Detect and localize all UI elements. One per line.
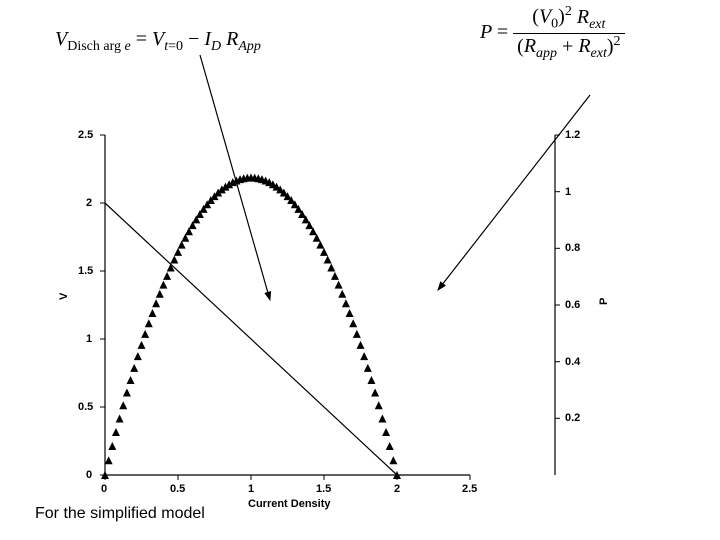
- caption-simplified-model: For the simplified model: [35, 505, 205, 523]
- y-right-ticks: [555, 135, 560, 418]
- x-tick-25: 2.5: [462, 483, 477, 495]
- series-p-curve: [101, 174, 401, 480]
- yr-tick-1: 1: [565, 186, 571, 198]
- x-tick-2: 2: [394, 483, 400, 495]
- yr-tick-02: 0.2: [565, 412, 580, 424]
- yl-tick-25: 2.5: [78, 129, 93, 141]
- x-axis-title: Current Density: [248, 498, 331, 510]
- y-left-axis-title: V: [58, 293, 70, 300]
- y-right-axis-title: P: [598, 298, 610, 305]
- x-tick-05: 0.5: [170, 483, 185, 495]
- x-tick-0: 0: [101, 483, 107, 495]
- yr-tick-12: 1.2: [565, 129, 580, 141]
- x-tick-15: 1.5: [316, 483, 331, 495]
- yl-tick-0: 0: [86, 469, 92, 481]
- yr-tick-06: 0.6: [565, 299, 580, 311]
- x-ticks: [105, 475, 470, 480]
- yr-tick-04: 0.4: [565, 356, 580, 368]
- x-tick-1: 1: [248, 483, 254, 495]
- series-v-line: [105, 203, 397, 475]
- yr-tick-08: 0.8: [565, 242, 580, 254]
- yl-tick-15: 1.5: [78, 265, 93, 277]
- yl-tick-2: 2: [86, 197, 92, 209]
- discharge-power-chart: [0, 0, 720, 540]
- y-left-ticks: [100, 135, 105, 475]
- yl-tick-1: 1: [86, 333, 92, 345]
- yl-tick-05: 0.5: [78, 401, 93, 413]
- page-root: { "equations": { "left": { "pos": { "lef…: [0, 0, 720, 540]
